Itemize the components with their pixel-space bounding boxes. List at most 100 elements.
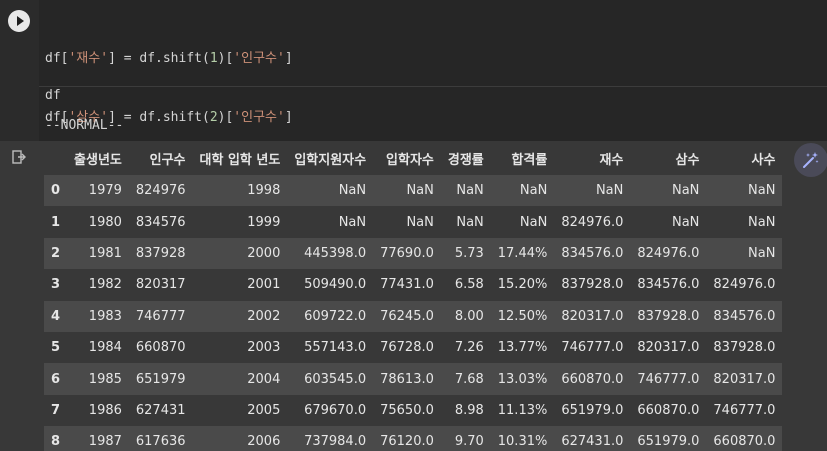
table-cell: 13.03%	[497, 371, 548, 387]
code-editor[interactable]: df['재수'] = df.shift(1)['인구수'] df['삼수'] =…	[39, 0, 827, 242]
dataframe-table: 출생년도 인구수 대학 입학 년도 입학지원자수 입학자수 경쟁률 합격률 재수…	[44, 141, 783, 451]
table-cell: 2001	[247, 277, 281, 293]
table-row: 5 1984 660870 2003 557143.0 76728.0 7.26 13.77%…	[44, 331, 783, 364]
table-cell: NaN	[671, 183, 700, 199]
table-cell: 1998	[247, 183, 281, 199]
table-cell: 824976.0	[561, 214, 624, 230]
table-cell: 679670.0	[304, 402, 367, 418]
index-header	[44, 141, 67, 175]
table-cell: NaN	[456, 183, 484, 199]
row-index: 8	[51, 434, 61, 450]
table-cell: 609722.0	[304, 308, 367, 324]
table-cell: 76728.0	[380, 340, 434, 356]
table-cell: 2006	[247, 434, 281, 450]
table-cell: 1985	[88, 371, 122, 387]
table-row: 0 1979 824976 1998 NaN NaN NaN NaN NaN NaN NaN	[44, 175, 783, 207]
table-cell: 2003	[247, 340, 281, 356]
table-cell: 445398.0	[304, 245, 367, 261]
column-header: 합격률	[511, 152, 548, 168]
table-cell: 7.68	[454, 371, 484, 387]
table-cell: 660870.0	[561, 371, 624, 387]
magic-wand-button[interactable]	[794, 143, 827, 177]
table-cell: NaN	[519, 183, 548, 199]
table-cell: 12.50%	[497, 308, 548, 324]
run-cell-button[interactable]	[8, 10, 30, 32]
table-cell: NaN	[671, 214, 700, 230]
table-cell: 8.00	[454, 308, 484, 324]
column-header: 입학지원자수	[294, 152, 367, 168]
cell-output: 출생년도 인구수 대학 입학 년도 입학지원자수 입학자수 경쟁률 합격률 재수…	[0, 141, 827, 451]
table-cell: 76120.0	[380, 434, 434, 450]
table-cell: NaN	[456, 214, 484, 230]
column-header: 경쟁률	[447, 152, 484, 168]
table-row: 8 1987 617636 2006 737984.0 76120.0 9.70 10.31%…	[44, 426, 783, 451]
output-redirect-icon[interactable]	[12, 149, 26, 164]
table-cell: 617636	[135, 434, 186, 450]
table-cell: NaN	[748, 245, 776, 261]
row-index: 3	[51, 277, 61, 293]
table-cell: 1984	[88, 340, 122, 356]
column-header: 입학자수	[386, 152, 434, 168]
row-index: 1	[51, 214, 61, 230]
table-cell: NaN	[519, 214, 548, 230]
column-header: 출생년도	[74, 152, 122, 168]
row-index: 6	[51, 371, 61, 387]
table-cell: 6.58	[454, 277, 484, 293]
table-cell: NaN	[595, 183, 624, 199]
table-cell: 78613.0	[380, 371, 434, 387]
table-cell: 1982	[88, 277, 122, 293]
table-cell: 2000	[247, 245, 281, 261]
code-line-2: df['삼수'] = df.shift(2)['인구수']	[45, 109, 293, 125]
table-cell: 1986	[88, 402, 122, 418]
row-index: 7	[51, 402, 61, 418]
table-cell: NaN	[406, 214, 434, 230]
table-cell: 820317	[135, 277, 186, 293]
table-cell: 10.31%	[497, 434, 548, 450]
table-header-row: 출생년도 인구수 대학 입학 년도 입학지원자수 입학자수 경쟁률 합격률 재수…	[44, 141, 782, 175]
table-row: 2 1981 837928 2000 445398.0 77690.0 5.73 17.44%…	[44, 237, 783, 270]
table-cell: 834576.0	[713, 308, 776, 324]
table-cell: 5.73	[454, 245, 484, 261]
table-cell: 2005	[247, 402, 281, 418]
table-cell: 820317.0	[713, 371, 776, 387]
table-cell: 837928.0	[713, 340, 776, 356]
table-cell: 651979	[135, 371, 186, 387]
table-cell: 2002	[247, 308, 281, 324]
table-cell: 834576.0	[637, 277, 700, 293]
table-row: 1 1980 834576 1999 NaN NaN NaN NaN 824976.0 NaN Na…	[44, 206, 783, 238]
table-cell: 557143.0	[304, 340, 367, 356]
table-cell: 824976.0	[637, 245, 700, 261]
table-cell: 651979.0	[637, 434, 700, 450]
table-cell: 660870	[135, 340, 186, 356]
table-cell: 1981	[88, 245, 122, 261]
table-row: 6 1985 651979 2004 603545.0 78613.0 7.68 13.03%…	[44, 363, 783, 395]
table-cell: 603545.0	[304, 371, 367, 387]
column-header: 인구수	[149, 152, 186, 168]
code-cell: df['재수'] = df.shift(1)['인구수'] df['삼수'] =…	[0, 0, 827, 242]
table-cell: 7.26	[454, 340, 484, 356]
table-cell: 837928.0	[637, 308, 700, 324]
table-cell: 1983	[88, 308, 122, 324]
table-cell: 627431.0	[561, 434, 624, 450]
table-cell: 13.77%	[497, 340, 548, 356]
column-header: 사수	[751, 152, 776, 168]
column-header: 재수	[599, 152, 624, 168]
magic-wand-icon	[803, 152, 819, 168]
divider	[39, 86, 827, 87]
row-index: 4	[51, 308, 61, 324]
table-cell: NaN	[338, 183, 367, 199]
table-cell: 76245.0	[380, 308, 434, 324]
row-index: 0	[51, 183, 61, 199]
table-cell: NaN	[748, 214, 776, 230]
table-cell: 824976	[135, 183, 186, 199]
table-cell: 2004	[247, 371, 281, 387]
table-cell: 746777.0	[713, 402, 776, 418]
table-cell: 77690.0	[380, 245, 434, 261]
table-cell: 509490.0	[304, 277, 367, 293]
table-row: 4 1983 746777 2002 609722.0 76245.0 8.00 12.50%…	[44, 300, 783, 332]
table-cell: 15.20%	[497, 277, 548, 293]
table-cell: 837928.0	[561, 277, 624, 293]
table-cell: NaN	[406, 183, 434, 199]
table-cell: 737984.0	[304, 434, 367, 450]
